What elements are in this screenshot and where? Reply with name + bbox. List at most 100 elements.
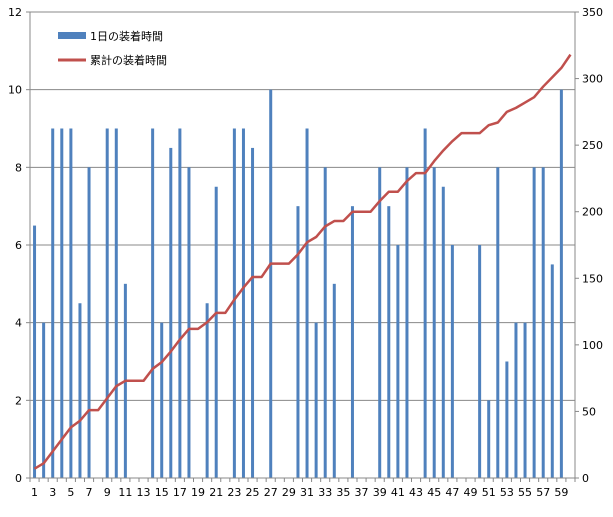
bar	[160, 322, 164, 478]
right-tick-label: 250	[582, 139, 603, 152]
bar	[559, 89, 563, 479]
x-tick-label: 55	[518, 486, 532, 499]
bar	[69, 128, 73, 478]
x-tick-label: 43	[409, 486, 423, 499]
x-tick-label: 25	[246, 486, 260, 499]
x-tick-label: 13	[137, 486, 151, 499]
x-tick-label: 33	[318, 486, 332, 499]
left-tick-label: 12	[8, 6, 22, 19]
left-tick-label: 4	[15, 317, 22, 330]
bar	[387, 206, 391, 479]
left-tick-label: 2	[15, 394, 22, 407]
x-tick-label: 11	[118, 486, 132, 499]
bar	[523, 322, 527, 478]
left-tick-label: 10	[8, 84, 22, 97]
x-tick-label: 57	[536, 486, 550, 499]
x-tick-label: 5	[67, 486, 74, 499]
right-tick-label: 50	[582, 405, 596, 418]
bar	[396, 245, 400, 478]
bar	[350, 206, 354, 479]
bar	[169, 147, 173, 479]
bar	[114, 128, 118, 478]
x-tick-label: 21	[209, 486, 223, 499]
bar	[33, 225, 37, 478]
right-tick-label: 0	[582, 472, 589, 485]
bar	[532, 167, 536, 478]
bar	[514, 322, 518, 478]
x-tick-label: 51	[482, 486, 496, 499]
right-tick-label: 350	[582, 6, 603, 19]
bar	[78, 303, 82, 478]
x-tick-label: 37	[355, 486, 369, 499]
bar	[51, 128, 55, 478]
line-series	[33, 53, 572, 470]
bar-series	[33, 89, 563, 479]
bar	[269, 89, 273, 479]
x-tick-label: 27	[264, 486, 278, 499]
bar	[478, 245, 482, 478]
bar	[251, 147, 255, 479]
bar	[214, 186, 218, 478]
x-tick-label: 7	[86, 486, 93, 499]
bar	[305, 128, 309, 478]
bar	[178, 128, 182, 478]
bar	[187, 167, 191, 478]
legend-swatch-bar	[58, 32, 86, 39]
right-tick-label: 200	[582, 206, 603, 219]
x-tick-label: 3	[49, 486, 56, 499]
x-tick-label: 41	[391, 486, 405, 499]
bar	[496, 167, 500, 478]
x-tick-label: 19	[191, 486, 205, 499]
bar	[441, 186, 445, 478]
bar	[332, 283, 336, 478]
left-tick-label: 0	[15, 472, 22, 485]
bar	[314, 322, 318, 478]
bar	[323, 167, 327, 478]
x-tick-label: 47	[445, 486, 459, 499]
bar	[487, 400, 491, 478]
left-tick-label: 8	[15, 161, 22, 174]
x-tick-label: 39	[373, 486, 387, 499]
right-tick-label: 100	[582, 339, 603, 352]
bar	[378, 167, 382, 478]
bar	[450, 245, 454, 478]
x-tick-label: 29	[282, 486, 296, 499]
gridlines	[30, 11, 575, 479]
x-tick-label: 35	[336, 486, 350, 499]
x-tick-label: 31	[300, 486, 314, 499]
x-tick-label: 45	[427, 486, 441, 499]
x-tick-label: 49	[464, 486, 478, 499]
legend-label-line: 累計の装着時間	[90, 53, 167, 67]
x-tick-label: 23	[227, 486, 241, 499]
x-tick-label: 53	[500, 486, 514, 499]
cumulative-line	[33, 53, 572, 470]
bar	[550, 264, 554, 478]
bar	[87, 167, 91, 478]
x-tick-label: 1	[31, 486, 38, 499]
legend-label-bar: 1日の装着時間	[90, 29, 163, 43]
bar	[541, 167, 545, 478]
bar	[405, 167, 409, 478]
right-tick-label: 300	[582, 73, 603, 86]
right-tick-label: 150	[582, 272, 603, 285]
x-tick-label: 9	[104, 486, 111, 499]
bar	[105, 128, 109, 478]
left-tick-label: 6	[15, 239, 22, 252]
bar	[423, 128, 427, 478]
x-tick-label: 17	[173, 486, 187, 499]
bar	[241, 128, 245, 478]
x-tick-label: 59	[554, 486, 568, 499]
x-tick-label: 15	[155, 486, 169, 499]
bar	[432, 167, 436, 478]
bar	[205, 303, 209, 478]
bar	[151, 128, 155, 478]
bar	[505, 361, 509, 478]
bar	[232, 128, 236, 478]
bar	[60, 128, 64, 478]
bar	[296, 206, 300, 479]
bar	[42, 322, 46, 478]
